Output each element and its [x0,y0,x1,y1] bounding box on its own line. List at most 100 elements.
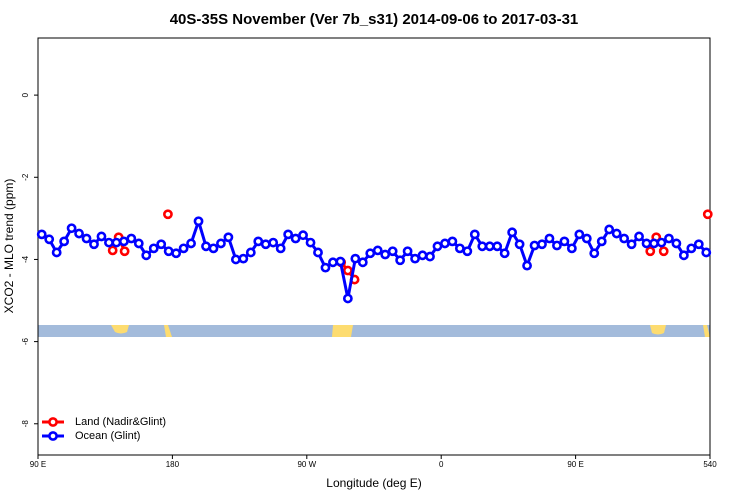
point [380,249,391,260]
legend-marker [48,431,58,441]
point [36,229,47,240]
point [537,239,547,250]
point [372,245,383,256]
point [104,237,114,248]
point [671,238,682,249]
plot-frame [37,37,711,456]
point [74,228,84,239]
point [499,248,510,259]
point [678,250,689,261]
point [216,238,226,249]
point [193,216,204,227]
point [656,237,667,248]
point [522,260,532,271]
point [298,230,308,241]
point [253,236,264,247]
point [469,229,480,240]
point [245,247,256,258]
point [365,248,376,259]
point [693,239,704,250]
point [313,247,323,258]
chart-title: 40S-35S November (Ver 7b_s31) 2014-09-06… [170,11,579,28]
point [320,262,331,273]
point [634,231,644,242]
point [290,233,301,244]
point [268,237,279,248]
map-strip [38,325,710,337]
legend: Land (Nadir&Glint) Ocean (Glint) [42,416,166,442]
point [454,243,465,254]
point [118,236,129,247]
point [702,209,713,220]
x-axis-label: Longitude (deg E) [326,476,421,490]
point [44,234,55,245]
point [484,241,495,252]
point [626,239,637,250]
point [163,246,174,257]
point [186,238,196,249]
point [305,237,316,248]
point [59,236,70,247]
point [201,241,211,252]
point [581,233,592,244]
y-tick-label: -6 [21,338,30,346]
point [357,257,368,268]
point [566,243,577,254]
point [133,238,144,249]
point [440,238,450,249]
point [163,209,173,220]
point [126,233,137,244]
point [238,253,249,264]
point [574,229,585,240]
point [328,257,338,268]
point [417,250,428,261]
point [260,239,271,250]
point [604,224,615,235]
point [701,247,712,258]
point [230,254,241,265]
x-tick-label: 0 [439,460,444,469]
point [283,229,294,240]
point [462,246,473,257]
x-tick-label: 180 [166,460,180,469]
point [559,236,570,247]
point [223,232,234,243]
point [529,240,540,251]
point [89,239,99,250]
y-tick-label: -2 [21,173,30,181]
point [96,231,107,242]
point [611,228,622,239]
point [649,238,659,249]
point [514,239,525,250]
point [645,246,656,257]
point [111,237,122,248]
point [664,233,674,244]
point [387,246,398,257]
point [350,253,361,264]
point [425,251,435,262]
point [658,246,669,257]
y-axis-label: XCO2 - MLO trend (ppm) [2,179,16,314]
point [178,243,189,254]
point [402,246,413,257]
point [589,248,600,259]
point [342,265,353,276]
point [148,243,159,254]
point [552,240,562,251]
point [492,241,503,252]
point [686,243,697,254]
x-tick-label: 90 W [297,460,316,469]
x-tick-label: 90 E [567,460,583,469]
point [107,245,118,256]
point [477,241,488,252]
point [208,243,219,254]
x-tick-label: 90 E [30,460,46,469]
point [141,250,152,261]
point [544,233,555,244]
y-tick-label: -8 [21,420,30,428]
legend-label: Ocean (Glint) [75,430,140,442]
point [51,247,62,258]
point [410,253,420,264]
point [596,236,607,247]
